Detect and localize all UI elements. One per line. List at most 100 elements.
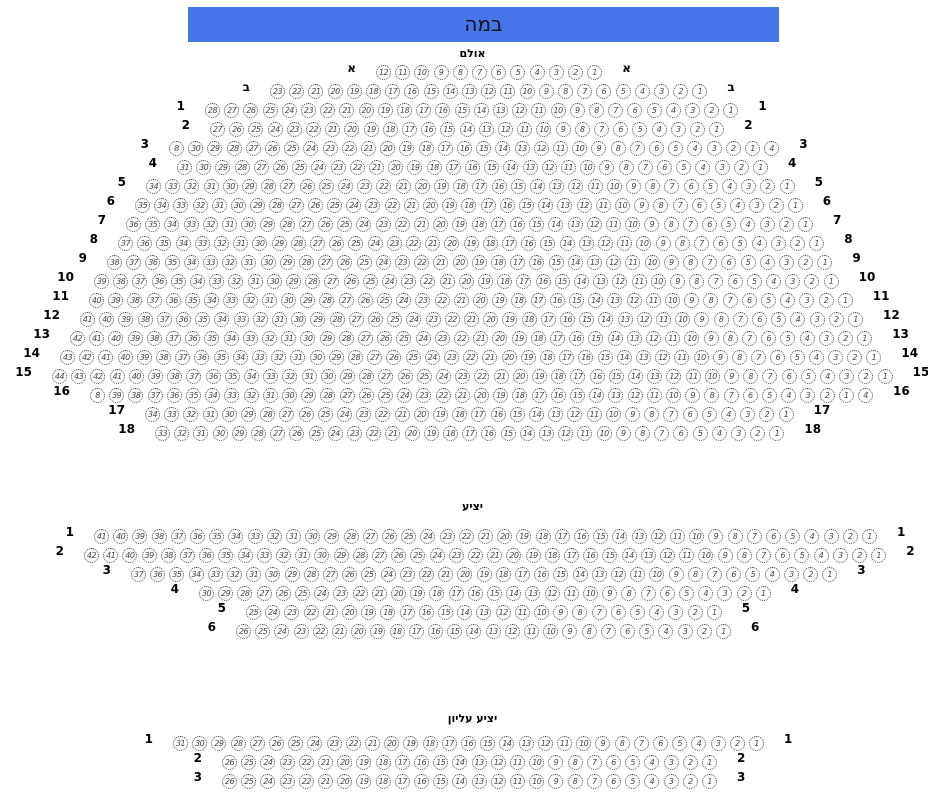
seat[interactable]: 1 xyxy=(787,198,803,213)
seat[interactable]: 33 xyxy=(155,426,170,441)
seat[interactable]: 21 xyxy=(478,529,493,544)
seat[interactable]: 18 xyxy=(521,312,537,327)
seat[interactable]: 8 xyxy=(635,426,650,441)
seat[interactable]: 12 xyxy=(490,755,506,770)
seat[interactable]: 1 xyxy=(716,624,731,639)
seat[interactable]: 25 xyxy=(241,774,257,789)
seat[interactable]: 14 xyxy=(452,774,468,789)
seat[interactable]: 24 xyxy=(367,236,383,251)
seat[interactable]: 26 xyxy=(391,548,407,563)
seat[interactable]: 7 xyxy=(577,84,593,99)
seat[interactable]: 22 xyxy=(463,350,479,365)
seat[interactable]: 9 xyxy=(591,141,607,156)
seat[interactable]: 21 xyxy=(394,407,410,422)
seat[interactable]: 22 xyxy=(406,236,421,251)
seat[interactable]: 9 xyxy=(562,624,578,639)
seat[interactable]: 24 xyxy=(380,567,396,582)
seat[interactable]: 4 xyxy=(790,312,806,327)
seat[interactable]: 35 xyxy=(164,255,180,270)
seat[interactable]: 18 xyxy=(497,274,513,289)
seat[interactable]: 22 xyxy=(474,369,490,384)
seat[interactable]: 14 xyxy=(457,605,473,620)
seat[interactable]: 1 xyxy=(848,312,863,327)
seat[interactable]: 28 xyxy=(251,426,266,441)
seat[interactable]: 20 xyxy=(337,774,353,789)
seat[interactable]: 9 xyxy=(644,217,660,232)
seat[interactable]: 9 xyxy=(668,567,684,582)
seat[interactable]: 42 xyxy=(70,331,85,346)
seat[interactable]: 36 xyxy=(205,369,221,384)
seat[interactable]: 3 xyxy=(741,179,757,194)
seat[interactable]: 11 xyxy=(561,160,576,175)
seat[interactable]: 24 xyxy=(436,369,451,384)
seat[interactable]: 30 xyxy=(314,548,330,563)
seat[interactable]: 26 xyxy=(318,217,333,232)
seat[interactable]: 6 xyxy=(682,407,698,422)
seat[interactable]: 20 xyxy=(433,217,449,232)
seat[interactable]: 2 xyxy=(768,198,784,213)
seat[interactable]: 30 xyxy=(266,274,282,289)
seat[interactable]: 21 xyxy=(361,141,376,156)
seat[interactable]: 18 xyxy=(512,388,528,403)
seat[interactable]: 21 xyxy=(332,624,347,639)
seat[interactable]: 9 xyxy=(548,755,564,770)
seat[interactable]: 2 xyxy=(750,426,766,441)
seat[interactable]: 18 xyxy=(375,755,391,770)
seat[interactable]: 36 xyxy=(126,217,141,232)
seat[interactable]: 40 xyxy=(89,293,104,308)
seat[interactable]: 3 xyxy=(668,605,684,620)
seat[interactable]: 28 xyxy=(343,529,359,544)
seat[interactable]: 17 xyxy=(490,217,506,232)
seat[interactable]: 18 xyxy=(443,426,458,441)
seat[interactable]: 34 xyxy=(183,255,199,270)
seat[interactable]: 31 xyxy=(290,350,306,365)
seat[interactable]: 26 xyxy=(275,586,291,601)
seat[interactable]: 10 xyxy=(534,605,549,620)
seat[interactable]: 29 xyxy=(284,567,300,582)
seat[interactable]: 29 xyxy=(231,426,247,441)
seat[interactable]: 8 xyxy=(169,141,184,156)
seat[interactable]: 26 xyxy=(368,312,383,327)
seat[interactable]: 18 xyxy=(491,255,506,270)
seat[interactable]: 21 xyxy=(318,774,333,789)
seat[interactable]: 13 xyxy=(471,755,487,770)
seat[interactable]: 19 xyxy=(434,179,449,194)
seat[interactable]: 5 xyxy=(794,548,810,563)
seat[interactable]: 11 xyxy=(645,293,661,308)
seat[interactable]: 20 xyxy=(492,331,508,346)
seat[interactable]: 40 xyxy=(122,548,138,563)
seat[interactable]: 18 xyxy=(382,122,398,137)
seat[interactable]: 32 xyxy=(276,548,291,563)
seat[interactable]: 23 xyxy=(395,255,410,270)
seat[interactable]: 19 xyxy=(407,160,423,175)
seat[interactable]: 5 xyxy=(646,103,662,118)
seat[interactable]: 18 xyxy=(380,605,396,620)
seat[interactable]: 20 xyxy=(388,160,404,175)
seat[interactable]: 27 xyxy=(310,236,325,251)
seat[interactable]: 4 xyxy=(711,426,727,441)
seat[interactable]: 4 xyxy=(695,160,711,175)
seat[interactable]: 10 xyxy=(606,179,622,194)
seat[interactable]: 19 xyxy=(356,755,372,770)
seat[interactable]: 23 xyxy=(425,312,441,327)
seat[interactable]: 15 xyxy=(602,548,618,563)
seat[interactable]: 3 xyxy=(785,274,801,289)
seat[interactable]: 12 xyxy=(544,586,560,601)
seat[interactable]: 20 xyxy=(497,529,513,544)
seat[interactable]: 5 xyxy=(701,407,717,422)
seat[interactable]: 28 xyxy=(348,350,363,365)
seat[interactable]: 25 xyxy=(378,388,393,403)
seat[interactable]: 7 xyxy=(756,548,771,563)
seat[interactable]: 13 xyxy=(593,274,609,289)
seat[interactable]: 6 xyxy=(673,426,689,441)
seat[interactable]: 31 xyxy=(241,255,257,270)
seat[interactable]: 3 xyxy=(670,122,686,137)
seat[interactable]: 15 xyxy=(593,529,609,544)
seat[interactable]: 5 xyxy=(789,350,805,365)
seat[interactable]: 30 xyxy=(320,369,336,384)
seat[interactable]: 34 xyxy=(145,407,160,422)
seat[interactable]: 19 xyxy=(377,103,393,118)
seat[interactable]: 3 xyxy=(770,236,786,251)
seat[interactable]: 39 xyxy=(108,293,124,308)
seat[interactable]: 32 xyxy=(282,369,298,384)
